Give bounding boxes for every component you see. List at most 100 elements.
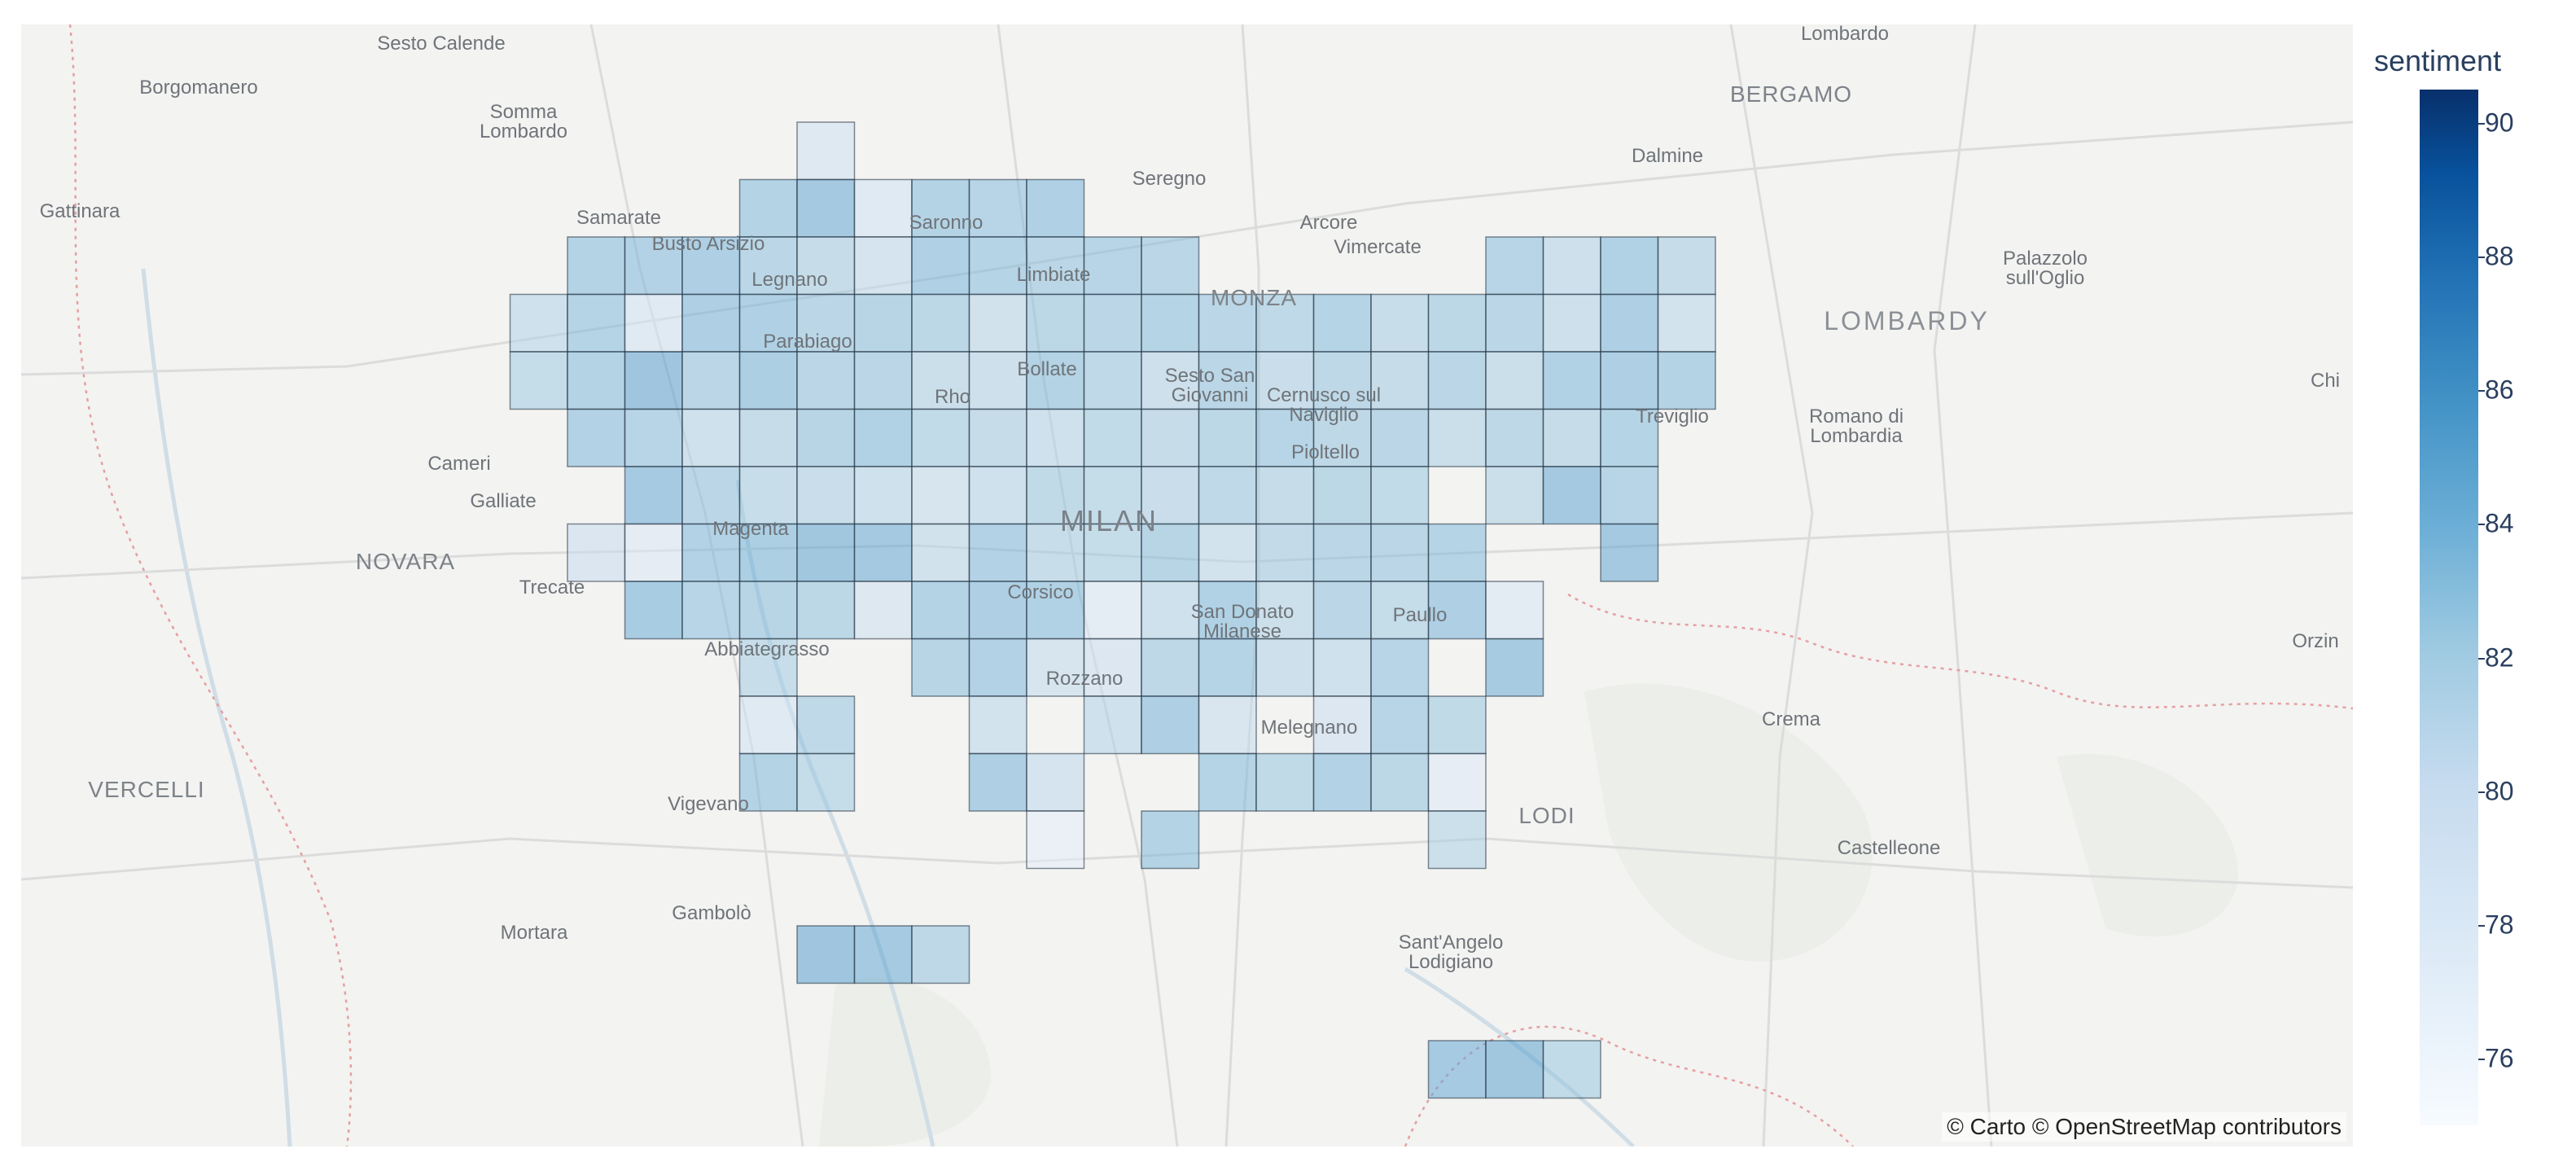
grid-cell[interactable]	[1542, 1040, 1601, 1099]
grid-cell[interactable]	[1312, 752, 1372, 812]
grid-cell[interactable]	[1485, 466, 1544, 525]
grid-cell[interactable]	[853, 466, 913, 525]
grid-cell[interactable]	[567, 408, 626, 467]
grid-cell[interactable]	[796, 523, 856, 582]
grid-cell[interactable]	[853, 925, 913, 984]
grid-cell[interactable]	[1485, 581, 1544, 640]
grid-cell[interactable]	[1542, 293, 1601, 353]
grid-cell[interactable]	[1026, 466, 1085, 525]
grid-cell[interactable]	[1083, 351, 1142, 410]
grid-cell[interactable]	[968, 293, 1027, 353]
grid-cell[interactable]	[1600, 408, 1659, 467]
grid-cell[interactable]	[624, 523, 683, 582]
grid-cell[interactable]	[1485, 293, 1544, 353]
grid-cell[interactable]	[1141, 695, 1200, 755]
grid-cell[interactable]	[1600, 293, 1659, 353]
grid-cell[interactable]	[1026, 810, 1085, 870]
grid-cell[interactable]	[796, 236, 856, 296]
grid-cell[interactable]	[681, 293, 741, 353]
grid-cell[interactable]	[1427, 351, 1487, 410]
grid-cell[interactable]	[1370, 293, 1430, 353]
grid-cell[interactable]	[1657, 236, 1716, 296]
grid-cell[interactable]	[1370, 466, 1430, 525]
grid-cell[interactable]	[968, 638, 1027, 697]
grid-cell[interactable]	[1083, 581, 1142, 640]
grid-cell[interactable]	[1312, 581, 1372, 640]
grid-cell[interactable]	[968, 178, 1027, 238]
grid-cell[interactable]	[567, 523, 626, 582]
grid-cell[interactable]	[1370, 752, 1430, 812]
grid-cell[interactable]	[624, 351, 683, 410]
grid-cell[interactable]	[1083, 236, 1142, 296]
grid-cell[interactable]	[1198, 752, 1257, 812]
grid-cell[interactable]	[1083, 695, 1142, 755]
grid-cell[interactable]	[853, 236, 913, 296]
grid-cell[interactable]	[911, 466, 970, 525]
grid-cell[interactable]	[567, 236, 626, 296]
grid-cell[interactable]	[968, 466, 1027, 525]
grid-cell[interactable]	[911, 581, 970, 640]
grid-cell[interactable]	[1600, 523, 1659, 582]
grid-cell[interactable]	[911, 523, 970, 582]
grid-cell[interactable]	[1026, 236, 1085, 296]
grid-cell[interactable]	[681, 236, 741, 296]
grid-cell[interactable]	[738, 351, 798, 410]
grid-cell[interactable]	[1542, 466, 1601, 525]
grid-cell[interactable]	[681, 351, 741, 410]
grid-cell[interactable]	[1083, 638, 1142, 697]
grid-cell[interactable]	[1485, 351, 1544, 410]
grid-cell[interactable]	[1485, 638, 1544, 697]
grid-cell[interactable]	[1485, 408, 1544, 467]
grid-cell[interactable]	[796, 351, 856, 410]
grid-cell[interactable]	[1141, 351, 1200, 410]
grid-cell[interactable]	[738, 178, 798, 238]
grid-cell[interactable]	[681, 581, 741, 640]
grid-cell[interactable]	[1485, 1040, 1544, 1099]
grid-cell[interactable]	[796, 408, 856, 467]
grid-cell[interactable]	[968, 408, 1027, 467]
grid-cell[interactable]	[1312, 293, 1372, 353]
grid-cell[interactable]	[738, 695, 798, 755]
grid-cell[interactable]	[1485, 236, 1544, 296]
grid-cell[interactable]	[968, 752, 1027, 812]
map-canvas[interactable]: Sesto Calende Borgomanero Somma Lombardo Lom…	[21, 24, 2353, 1147]
grid-cell[interactable]	[1427, 408, 1487, 467]
hexbin-grid[interactable]	[21, 24, 2353, 1147]
grid-cell[interactable]	[738, 408, 798, 467]
grid-cell[interactable]	[1255, 752, 1315, 812]
grid-cell[interactable]	[624, 408, 683, 467]
grid-cell[interactable]	[1198, 408, 1257, 467]
grid-cell[interactable]	[1198, 638, 1257, 697]
grid-cell[interactable]	[1542, 236, 1601, 296]
grid-cell[interactable]	[1141, 236, 1200, 296]
grid-cell[interactable]	[1141, 523, 1200, 582]
grid-cell[interactable]	[1312, 638, 1372, 697]
grid-cell[interactable]	[1657, 351, 1716, 410]
grid-cell[interactable]	[1427, 1040, 1487, 1099]
grid-cell[interactable]	[1255, 466, 1315, 525]
grid-cell[interactable]	[1255, 351, 1315, 410]
grid-cell[interactable]	[1026, 178, 1085, 238]
grid-cell[interactable]	[968, 523, 1027, 582]
grid-cell[interactable]	[1083, 408, 1142, 467]
grid-cell[interactable]	[567, 351, 626, 410]
grid-cell[interactable]	[1427, 695, 1487, 755]
grid-cell[interactable]	[796, 121, 856, 181]
grid-cell[interactable]	[1255, 638, 1315, 697]
grid-cell[interactable]	[1026, 293, 1085, 353]
grid-cell[interactable]	[1370, 695, 1430, 755]
grid-cell[interactable]	[681, 466, 741, 525]
grid-cell[interactable]	[1141, 581, 1200, 640]
grid-cell[interactable]	[1600, 466, 1659, 525]
grid-cell[interactable]	[1255, 523, 1315, 582]
grid-cell[interactable]	[509, 351, 568, 410]
grid-cell[interactable]	[968, 351, 1027, 410]
grid-cell[interactable]	[1312, 351, 1372, 410]
grid-cell[interactable]	[738, 581, 798, 640]
grid-cell[interactable]	[853, 178, 913, 238]
grid-cell[interactable]	[738, 638, 798, 697]
grid-cell[interactable]	[853, 581, 913, 640]
grid-cell[interactable]	[1198, 523, 1257, 582]
grid-cell[interactable]	[567, 293, 626, 353]
grid-cell[interactable]	[1542, 351, 1601, 410]
